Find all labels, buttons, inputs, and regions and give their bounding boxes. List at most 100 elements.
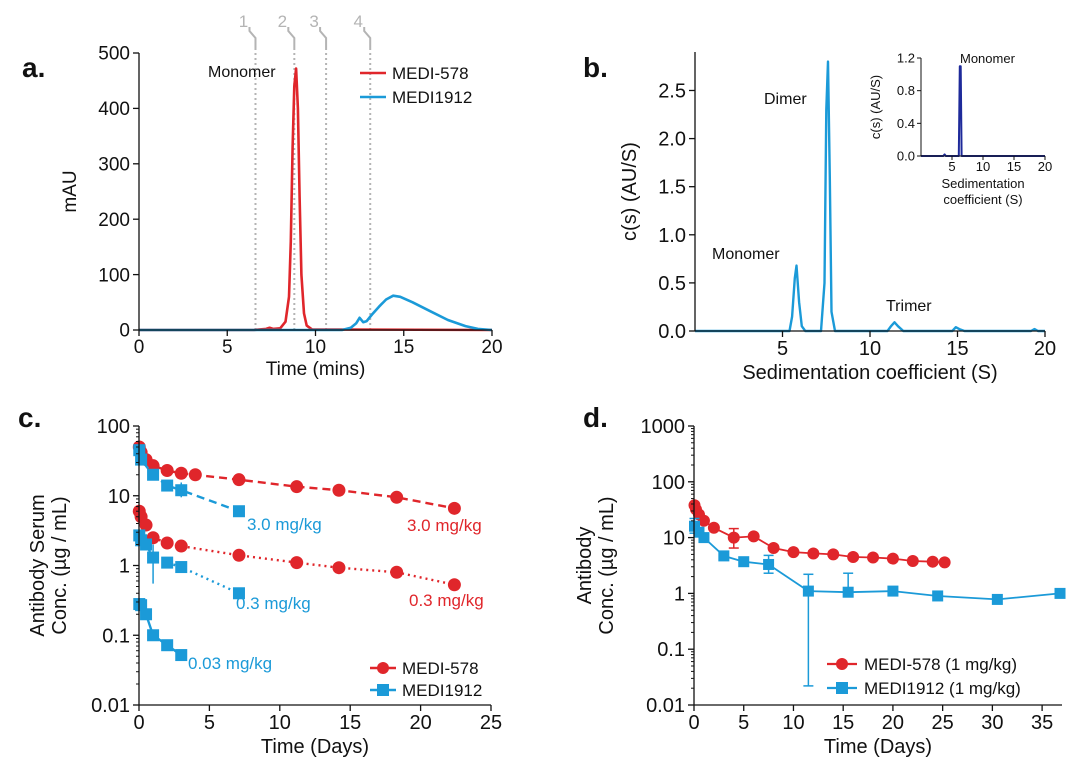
data-point: [290, 556, 304, 570]
data-point: [290, 480, 304, 494]
y-tick-label: 2.5: [658, 80, 686, 102]
x-tick-label: 20: [1034, 338, 1056, 360]
panel-label-b: b.: [583, 52, 608, 83]
legend-marker: [377, 662, 389, 674]
dose-label: 0.3 mg/kg: [409, 591, 484, 610]
x-axis-title: Time (mins): [266, 359, 366, 380]
data-point: [160, 464, 174, 478]
data-point: [390, 490, 404, 504]
y-tick-label: 10: [663, 528, 685, 550]
data-point: [1054, 587, 1066, 599]
y-axis-title: mAU: [60, 170, 81, 212]
dose-label: 0.03 mg/kg: [188, 654, 272, 673]
legend-label: MEDI-578: [402, 659, 479, 678]
dose-label: 3.0 mg/kg: [407, 516, 482, 535]
legend-label: MEDI1912: [392, 88, 472, 107]
series-line: [921, 65, 1045, 157]
data-point: [232, 473, 246, 487]
fraction-bracket: [319, 27, 328, 48]
data-point: [707, 521, 720, 534]
y-axis-title: Conc. (µg / mL): [49, 496, 71, 634]
y-tick-label: 2.0: [658, 129, 686, 151]
annotation-monomer: Monomer: [208, 64, 276, 81]
x-tick-label: 10: [305, 337, 326, 358]
data-point: [175, 561, 188, 574]
fraction-bracket: [287, 27, 296, 48]
y-tick-label: 1000: [641, 416, 686, 438]
y-axis-title: c(s) (AU/S): [868, 75, 883, 139]
x-tick-label: 15: [832, 712, 854, 734]
chart-c-serum-pk: 0 5 10 15 20 25 0.01 0.1 1 10 100 Time (Days) Antibo…: [27, 416, 502, 758]
data-point: [140, 608, 153, 621]
data-point: [938, 556, 951, 569]
data-point: [842, 586, 854, 598]
x-tick-label: 0: [133, 712, 144, 734]
y-tick-label: 0.4: [897, 116, 915, 131]
x-tick-label: 10: [269, 712, 291, 734]
data-point: [906, 555, 919, 568]
data-point: [232, 548, 246, 562]
x-tick-label: 0: [688, 712, 699, 734]
fraction-label: 2: [278, 12, 287, 31]
x-tick-label: 10: [976, 159, 990, 174]
x-tick-label: 15: [946, 338, 968, 360]
data-point: [174, 539, 188, 553]
legend-label: MEDI-578 (1 mg/kg): [864, 655, 1017, 674]
x-tick-label: 10: [859, 338, 881, 360]
x-tick-label: 5: [204, 712, 215, 734]
chart-b-inset: 5 10 15 20 0.0 0.4 0.8 1.2 Sedimentationcoeffici…: [868, 51, 1052, 208]
data-point: [139, 518, 153, 532]
annotation-monomer: Monomer: [960, 51, 1016, 66]
y-tick-label: 0.01: [91, 695, 130, 717]
x-tick-label: 15: [339, 712, 361, 734]
y-axis-title: Antibody: [574, 527, 596, 605]
fraction-label: 1: [239, 12, 248, 31]
data-point: [447, 578, 461, 592]
data-point: [847, 550, 860, 563]
x-tick-label: 20: [409, 712, 431, 734]
y-tick-label: 1.0: [658, 225, 686, 247]
data-point: [718, 550, 730, 562]
x-axis-title: coefficient (S): [943, 192, 1022, 207]
data-point: [763, 558, 775, 570]
data-point: [390, 565, 404, 579]
y-tick-label: 1.5: [658, 177, 686, 199]
data-point: [991, 593, 1003, 605]
data-point: [447, 501, 461, 515]
data-point: [175, 649, 188, 662]
y-tick-label: 300: [98, 154, 130, 175]
chart-b-sedimentation: 5 10 15 20 0.0 0.5 1.0 1.5 2.0 2.5 Sedimentation c…: [619, 52, 1056, 384]
data-point: [147, 629, 160, 642]
panel-label-d: d.: [583, 402, 608, 433]
x-tick-label: 35: [1031, 712, 1053, 734]
y-tick-label: 0.0: [897, 149, 915, 164]
fraction-label: 3: [309, 12, 318, 31]
legend-marker: [377, 684, 389, 696]
data-point: [767, 542, 780, 555]
x-axis-title: Time (Days): [824, 736, 932, 758]
x-tick-label: 20: [481, 337, 502, 358]
y-tick-label: 100: [97, 416, 130, 438]
legend-label: MEDI1912: [402, 681, 482, 700]
data-point: [160, 536, 174, 550]
x-tick-label: 0: [134, 337, 145, 358]
data-point: [807, 547, 820, 560]
y-tick-label: 100: [652, 472, 685, 494]
legend-marker: [836, 658, 848, 670]
y-axis-title: c(s) (AU/S): [619, 142, 641, 241]
chart-d-pk-1mgkg: 0 5 10 15 20 25 30 35 0.01 0.1 1 10 100 1000 Time (Day…: [574, 416, 1066, 758]
data-point: [232, 587, 245, 600]
data-point: [135, 453, 148, 466]
y-axis-title: Conc. (µg / mL): [596, 496, 618, 634]
y-tick-label: 1: [119, 556, 130, 578]
data-point: [161, 639, 174, 652]
x-tick-label: 5: [948, 159, 955, 174]
data-point: [727, 531, 740, 544]
x-tick-label: 5: [222, 337, 233, 358]
x-tick-label: 5: [777, 338, 788, 360]
data-point: [698, 532, 710, 544]
series-line: [139, 294, 493, 332]
x-axis-title: Sedimentation coefficient (S): [742, 362, 997, 384]
fraction-bracket: [363, 27, 372, 48]
